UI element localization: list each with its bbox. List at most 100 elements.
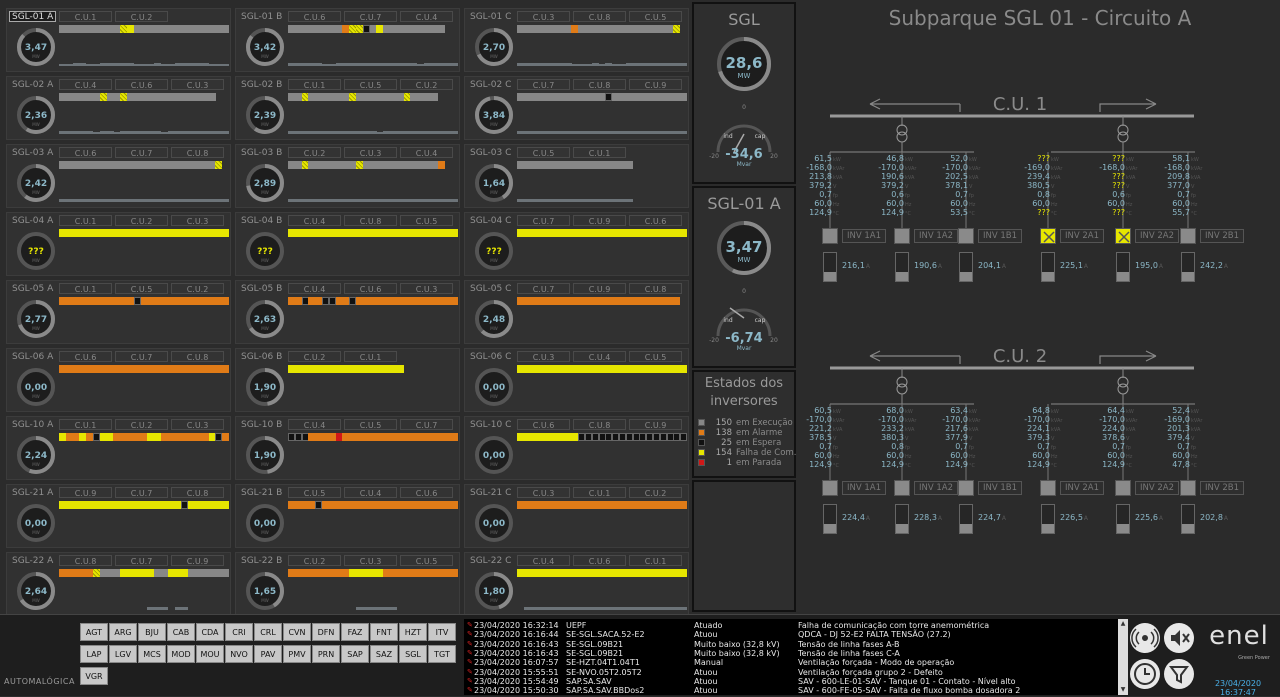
inverter-status-square[interactable]: [322, 297, 329, 305]
inverter-status-square[interactable]: [424, 297, 431, 305]
inverter-status-square[interactable]: [59, 365, 66, 373]
inverter-status-square[interactable]: [396, 433, 404, 441]
cu-tab[interactable]: C.U.2: [288, 555, 341, 566]
inverter-status-square[interactable]: [72, 93, 80, 101]
inverter-status-square[interactable]: [430, 25, 438, 33]
inverter-status-square[interactable]: [680, 569, 688, 577]
inverter-status-square[interactable]: [167, 433, 175, 441]
inverter-status-square[interactable]: [133, 501, 141, 509]
inverter-status-square[interactable]: [369, 365, 377, 373]
inverter-status-square[interactable]: [120, 229, 128, 237]
inverter-status-square[interactable]: [154, 161, 162, 169]
group-label[interactable]: SGL-21 A: [12, 488, 54, 498]
inverter-status-square[interactable]: [335, 25, 343, 33]
inverter-status-square[interactable]: [222, 25, 230, 33]
inverter-status-square[interactable]: [410, 433, 418, 441]
inverter-status-square[interactable]: [342, 569, 350, 577]
cu-tab[interactable]: C.U.3: [517, 351, 570, 362]
cu-tab[interactable]: C.U.1: [59, 419, 112, 430]
inverter-status-square[interactable]: [301, 501, 309, 509]
inverter-status-square[interactable]: [646, 229, 654, 237]
inverter-status-square[interactable]: [65, 297, 73, 305]
cu-tab[interactable]: C.U.4: [59, 79, 112, 90]
inverter-status-square[interactable]: [369, 25, 377, 33]
inverter-status-square[interactable]: [208, 297, 216, 305]
inverter-status-square[interactable]: [161, 93, 168, 101]
inverter-status-square[interactable]: [598, 569, 606, 577]
inverter-status-square[interactable]: [356, 569, 363, 577]
inverter-status-square[interactable]: [167, 569, 175, 577]
inverter-status-square[interactable]: [578, 501, 586, 509]
group-label[interactable]: SGL-02 C: [470, 80, 512, 90]
group-label[interactable]: SGL-05 B: [241, 284, 283, 294]
inverter-status-square[interactable]: [625, 161, 633, 169]
inverter-status-square[interactable]: [390, 365, 397, 373]
inverter-status-square[interactable]: [322, 229, 329, 237]
inverter-icon[interactable]: [958, 228, 974, 244]
inverter-status-square[interactable]: [612, 229, 620, 237]
inverter-name[interactable]: INV 2A2: [1135, 229, 1179, 243]
cu-tab[interactable]: C.U.5: [344, 79, 397, 90]
inverter-status-square[interactable]: [140, 433, 148, 441]
inverter-status-square[interactable]: [571, 229, 579, 237]
inverter-status-square[interactable]: [444, 297, 452, 305]
inverter-status-square[interactable]: [551, 297, 558, 305]
inverter-status-square[interactable]: [201, 229, 209, 237]
inverter-status-square[interactable]: [342, 93, 350, 101]
inverter-status-square[interactable]: [72, 501, 80, 509]
inverter-status-square[interactable]: [79, 501, 87, 509]
inverter-status-square[interactable]: [201, 569, 209, 577]
inverter-status-square[interactable]: [99, 25, 107, 33]
inverter-status-square[interactable]: [195, 93, 202, 101]
inverter-status-square[interactable]: [161, 161, 168, 169]
inverter-status-square[interactable]: [72, 229, 80, 237]
inverter-status-square[interactable]: [659, 569, 667, 577]
cu-tab[interactable]: C.U.6: [344, 283, 397, 294]
inverter-status-square[interactable]: [517, 501, 524, 509]
inverter-status-square[interactable]: [133, 569, 141, 577]
inverter-status-square[interactable]: [376, 433, 384, 441]
inverter-status-square[interactable]: [195, 501, 202, 509]
inverter-status-square[interactable]: [342, 161, 350, 169]
inverter-status-square[interactable]: [625, 297, 633, 305]
inverter-status-square[interactable]: [106, 161, 114, 169]
scroll-down-icon[interactable]: ▼: [1120, 686, 1126, 693]
group-label[interactable]: SGL-21 C: [470, 488, 512, 498]
inverter-status-square[interactable]: [632, 433, 640, 441]
inverter-status-square[interactable]: [591, 25, 599, 33]
inverter-status-square[interactable]: [585, 433, 592, 441]
inverter-status-square[interactable]: [154, 501, 162, 509]
inverter-status-square[interactable]: [349, 365, 357, 373]
group-panel[interactable]: SGL-10 C 0,00 MW C.U.6 C.U.8 C.U.9: [464, 416, 689, 480]
inverter-status-square[interactable]: [195, 365, 202, 373]
group-panel[interactable]: SGL-03 B 2,89 MW C.U.2 C.U.3 C.U.4: [235, 144, 460, 208]
inverter-status-square[interactable]: [585, 365, 592, 373]
inverter-status-square[interactable]: [106, 501, 114, 509]
inverter-status-square[interactable]: [571, 161, 579, 169]
inverter-status-square[interactable]: [93, 365, 100, 373]
inverter-status-square[interactable]: [585, 297, 592, 305]
inverter-status-square[interactable]: [557, 25, 565, 33]
inverter-status-square[interactable]: [93, 25, 100, 33]
inverter-status-square[interactable]: [294, 25, 302, 33]
inverter-status-square[interactable]: [59, 25, 66, 33]
inverter-status-square[interactable]: [161, 501, 168, 509]
inverter-status-square[interactable]: [646, 569, 654, 577]
group-label[interactable]: SGL-02 A: [12, 80, 54, 90]
inverter-status-square[interactable]: [195, 229, 202, 237]
inverter-status-square[interactable]: [612, 569, 620, 577]
inverter-status-square[interactable]: [342, 501, 350, 509]
group-label[interactable]: SGL-06 C: [470, 352, 512, 362]
inverter-status-square[interactable]: [564, 93, 572, 101]
inverter-status-square[interactable]: [161, 25, 168, 33]
inverter-status-square[interactable]: [578, 25, 586, 33]
inverter-status-square[interactable]: [301, 569, 309, 577]
inverter-status-square[interactable]: [59, 93, 66, 101]
inverter-status-square[interactable]: [161, 569, 168, 577]
group-panel[interactable]: SGL-22 C 1,80 MW C.U.4 C.U.6 C.U.1: [464, 552, 689, 616]
inverter-status-square[interactable]: [86, 433, 94, 441]
inverter-status-square[interactable]: [106, 229, 114, 237]
inverter-status-square[interactable]: [417, 297, 425, 305]
group-label[interactable]: SGL-04 B: [241, 216, 283, 226]
inverter-status-square[interactable]: [578, 229, 586, 237]
